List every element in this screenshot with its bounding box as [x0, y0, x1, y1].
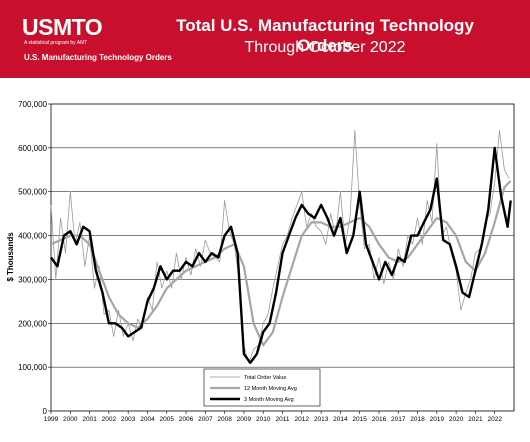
x-tick-label: 2002	[102, 416, 117, 423]
x-tick-label: 2013	[314, 416, 329, 423]
x-tick-label: 2001	[82, 416, 97, 423]
y-tick-label: 700,000	[18, 100, 47, 109]
y-tick-label: 200,000	[18, 319, 47, 328]
x-tick-label: 2020	[449, 416, 464, 423]
x-tick-label: 2000	[63, 416, 78, 423]
x-tick-label: 2018	[410, 416, 425, 423]
series-line-3	[50, 146, 512, 364]
logo-subtitle: A statistical program by AMT	[24, 40, 88, 46]
x-tick-label: 2010	[256, 416, 271, 423]
x-tick-label: 2017	[391, 416, 406, 423]
x-tick-label: 2007	[198, 416, 213, 423]
y-tick-label: 100,000	[18, 363, 47, 372]
chart-title: Total U.S. Manufacturing Technology Orde…	[176, 16, 474, 55]
y-axis-ticks: 0 100,000 200,000 300,000 400,000 500,000 600,…	[18, 100, 51, 416]
series-lines	[50, 129, 512, 364]
y-axis-label: $ Thousands	[6, 232, 15, 282]
legend: Total Order Value 12 Month Moving Avg 3 Mo…	[203, 368, 321, 407]
y-tick-label: 300,000	[18, 275, 47, 284]
x-tick-label: 2008	[217, 416, 232, 423]
legend-entry: Total Order Value	[244, 375, 286, 381]
x-tick-label: 2006	[179, 416, 194, 423]
x-tick-label: 2021	[468, 416, 483, 423]
legend-entry: 12 Month Moving Avg	[244, 386, 297, 392]
y-tick-label: 400,000	[18, 232, 47, 241]
header-banner: USMTO A statistical program by AMT U.S. …	[0, 0, 530, 78]
x-tick-label: 2012	[295, 416, 310, 423]
x-tick-label: 2019	[430, 416, 445, 423]
series-line-2	[50, 180, 512, 347]
x-tick-label: 2016	[372, 416, 387, 423]
x-tick-label: 2004	[140, 416, 155, 423]
x-tick-label: 2003	[121, 416, 136, 423]
y-tick-label: 500,000	[18, 188, 47, 197]
y-tick-label: 0	[43, 407, 48, 416]
banner-caption: U.S. Manufacturing Technology Orders	[24, 53, 172, 62]
y-tick-label: 600,000	[18, 144, 47, 153]
x-axis-ticks: 1999 2000 2001 2002 2003 2004 2005 2006 2007 2008…	[44, 411, 502, 423]
series-line-1	[50, 129, 510, 364]
x-tick-label: 2009	[237, 416, 252, 423]
usmto-logo: USMTO	[22, 14, 103, 40]
x-tick-label: 2022	[487, 416, 502, 423]
x-tick-label: 2015	[352, 416, 367, 423]
x-tick-label: 2011	[276, 416, 290, 423]
chart-subtitle: Through October 2022	[244, 39, 406, 56]
legend-entry: 3 Month Moving Avg	[244, 397, 294, 403]
x-tick-label: 1999	[44, 416, 59, 423]
x-tick-label: 2014	[333, 416, 348, 423]
x-tick-label: 2005	[160, 416, 175, 423]
